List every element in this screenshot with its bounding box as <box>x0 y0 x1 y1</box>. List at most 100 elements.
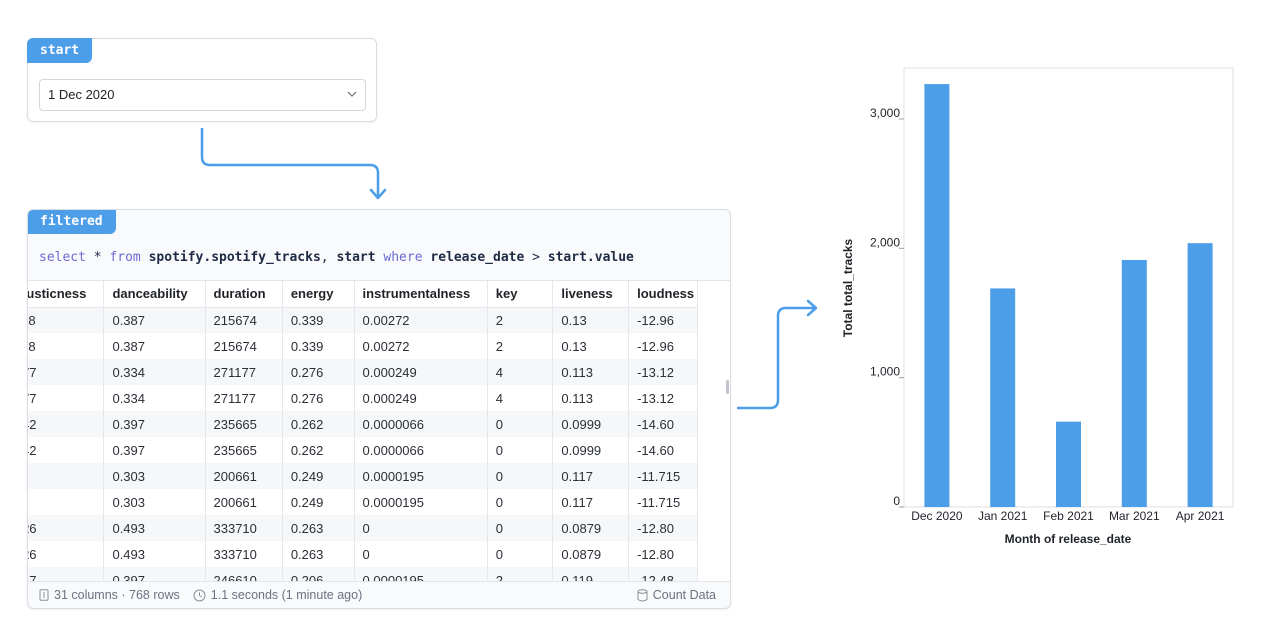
results-table-viewport[interactable]: acousticness danceability duration energ… <box>28 280 730 582</box>
start-cell-tag[interactable]: start <box>27 38 93 63</box>
column-header[interactable]: danceability <box>103 281 206 308</box>
table-cell[interactable]: 0.142 <box>28 411 105 437</box>
table-cell[interactable]: 0.493 <box>103 541 206 567</box>
table-cell[interactable]: 0.249 <box>282 489 355 515</box>
table-cell[interactable]: 215674 <box>205 307 283 333</box>
table-cell[interactable]: 0.126 <box>28 515 105 541</box>
table-cell[interactable]: 0.113 <box>552 359 630 385</box>
column-header[interactable]: acousticness <box>28 281 105 308</box>
table-cell[interactable]: 0 <box>487 541 554 567</box>
column-header[interactable]: liveness <box>552 281 630 308</box>
column-header[interactable]: key <box>487 281 554 308</box>
table-cell[interactable]: 0.262 <box>282 437 355 463</box>
table-cell[interactable]: 200661 <box>205 489 283 515</box>
bar[interactable] <box>924 84 950 507</box>
table-cell[interactable]: 0.397 <box>103 567 206 581</box>
table-cell[interactable]: 0.334 <box>103 359 206 385</box>
table-cell[interactable]: 0.118 <box>28 307 105 333</box>
table-cell[interactable]: 0 <box>487 437 554 463</box>
table-cell[interactable]: 0.177 <box>28 359 105 385</box>
table-cell[interactable]: 0 <box>354 541 488 567</box>
table-cell[interactable]: 0.276 <box>282 359 355 385</box>
table-cell[interactable]: 0.263 <box>282 515 355 541</box>
table-cell[interactable]: 0.339 <box>282 307 355 333</box>
table-cell[interactable]: 0.387 <box>103 333 206 359</box>
table-cell[interactable]: 0 <box>487 463 554 489</box>
table-cell[interactable]: 0.0999 <box>552 411 630 437</box>
table-cell[interactable]: 0.0000066 <box>354 437 488 463</box>
table-cell[interactable]: -14.60 <box>628 437 698 463</box>
table-cell[interactable]: 333710 <box>205 515 283 541</box>
column-resize-handle[interactable] <box>726 380 729 394</box>
table-cell[interactable]: 0.117 <box>552 489 630 515</box>
start-date-select[interactable]: 1 Dec 2020 <box>39 79 366 111</box>
table-cell[interactable]: -12.96 <box>628 333 698 359</box>
table-cell[interactable]: 271177 <box>205 359 283 385</box>
table-cell[interactable]: 0.339 <box>282 333 355 359</box>
table-cell[interactable]: -12.80 <box>628 515 698 541</box>
table-cell[interactable]: 0.00272 <box>354 333 488 359</box>
table-cell[interactable]: 0.493 <box>103 515 206 541</box>
table-cell[interactable]: -12.96 <box>628 307 698 333</box>
table-cell[interactable]: 0.0000066 <box>354 411 488 437</box>
table-cell[interactable]: 246610 <box>205 567 283 581</box>
table-cell[interactable]: 0 <box>354 515 488 541</box>
table-cell[interactable]: 4 <box>487 359 554 385</box>
bar[interactable] <box>990 288 1016 507</box>
table-cell[interactable]: -13.12 <box>628 385 698 411</box>
table-cell[interactable]: 0.177 <box>28 385 105 411</box>
table-cell[interactable]: 0.0879 <box>552 515 630 541</box>
bar[interactable] <box>1121 259 1147 507</box>
table-cell[interactable]: 0.0000195 <box>354 567 488 581</box>
table-cell[interactable]: 0.113 <box>552 385 630 411</box>
table-cell[interactable]: 0.7 <box>28 489 105 515</box>
table-cell[interactable]: -12.80 <box>628 541 698 567</box>
table-cell[interactable]: 0.206 <box>282 567 355 581</box>
table-cell[interactable]: 2 <box>487 333 554 359</box>
table-cell[interactable]: 0.7 <box>28 463 105 489</box>
table-cell[interactable]: 0.262 <box>282 411 355 437</box>
table-cell[interactable]: 0 <box>487 411 554 437</box>
table-cell[interactable]: 0.0000195 <box>354 463 488 489</box>
table-cell[interactable]: 2 <box>487 567 554 581</box>
sql-query[interactable]: select * from spotify.spotify_tracks, st… <box>39 250 634 265</box>
table-cell[interactable]: 235665 <box>205 411 283 437</box>
table-cell[interactable]: 0.147 <box>28 567 105 581</box>
table-cell[interactable]: 0.0000195 <box>354 489 488 515</box>
table-cell[interactable]: 0.13 <box>552 307 630 333</box>
table-cell[interactable]: 0.387 <box>103 307 206 333</box>
table-cell[interactable]: 0.263 <box>282 541 355 567</box>
table-cell[interactable]: -11.715 <box>628 463 698 489</box>
table-cell[interactable]: 0.13 <box>552 333 630 359</box>
table-cell[interactable]: 0 <box>487 489 554 515</box>
table-cell[interactable]: 0.249 <box>282 463 355 489</box>
table-cell[interactable]: 0.000249 <box>354 359 488 385</box>
table-cell[interactable]: 2 <box>487 307 554 333</box>
table-cell[interactable]: -12.48 <box>628 567 698 581</box>
table-cell[interactable]: 235665 <box>205 437 283 463</box>
table-cell[interactable]: 0.0999 <box>552 437 630 463</box>
table-cell[interactable]: 0.0879 <box>552 541 630 567</box>
table-cell[interactable]: 271177 <box>205 385 283 411</box>
table-cell[interactable]: 0.00272 <box>354 307 488 333</box>
column-header[interactable]: energy <box>282 281 355 308</box>
table-cell[interactable]: 0.117 <box>552 463 630 489</box>
table-cell[interactable]: 0.303 <box>103 489 206 515</box>
table-cell[interactable]: 4 <box>487 385 554 411</box>
table-cell[interactable]: 0.118 <box>28 333 105 359</box>
table-cell[interactable]: 0.397 <box>103 437 206 463</box>
table-cell[interactable]: 333710 <box>205 541 283 567</box>
bar[interactable] <box>1187 243 1213 507</box>
table-cell[interactable]: 0.126 <box>28 541 105 567</box>
bar[interactable] <box>1056 421 1081 507</box>
table-cell[interactable]: -13.12 <box>628 359 698 385</box>
table-cell[interactable]: 0.276 <box>282 385 355 411</box>
table-cell[interactable]: 0.397 <box>103 411 206 437</box>
table-cell[interactable]: 0.334 <box>103 385 206 411</box>
table-cell[interactable]: 0.142 <box>28 437 105 463</box>
count-data-button[interactable]: Count Data <box>637 588 716 602</box>
column-header[interactable]: loudness <box>628 281 698 308</box>
column-header[interactable]: duration <box>205 281 283 308</box>
table-cell[interactable]: 200661 <box>205 463 283 489</box>
filtered-cell-tag[interactable]: filtered <box>28 210 116 234</box>
